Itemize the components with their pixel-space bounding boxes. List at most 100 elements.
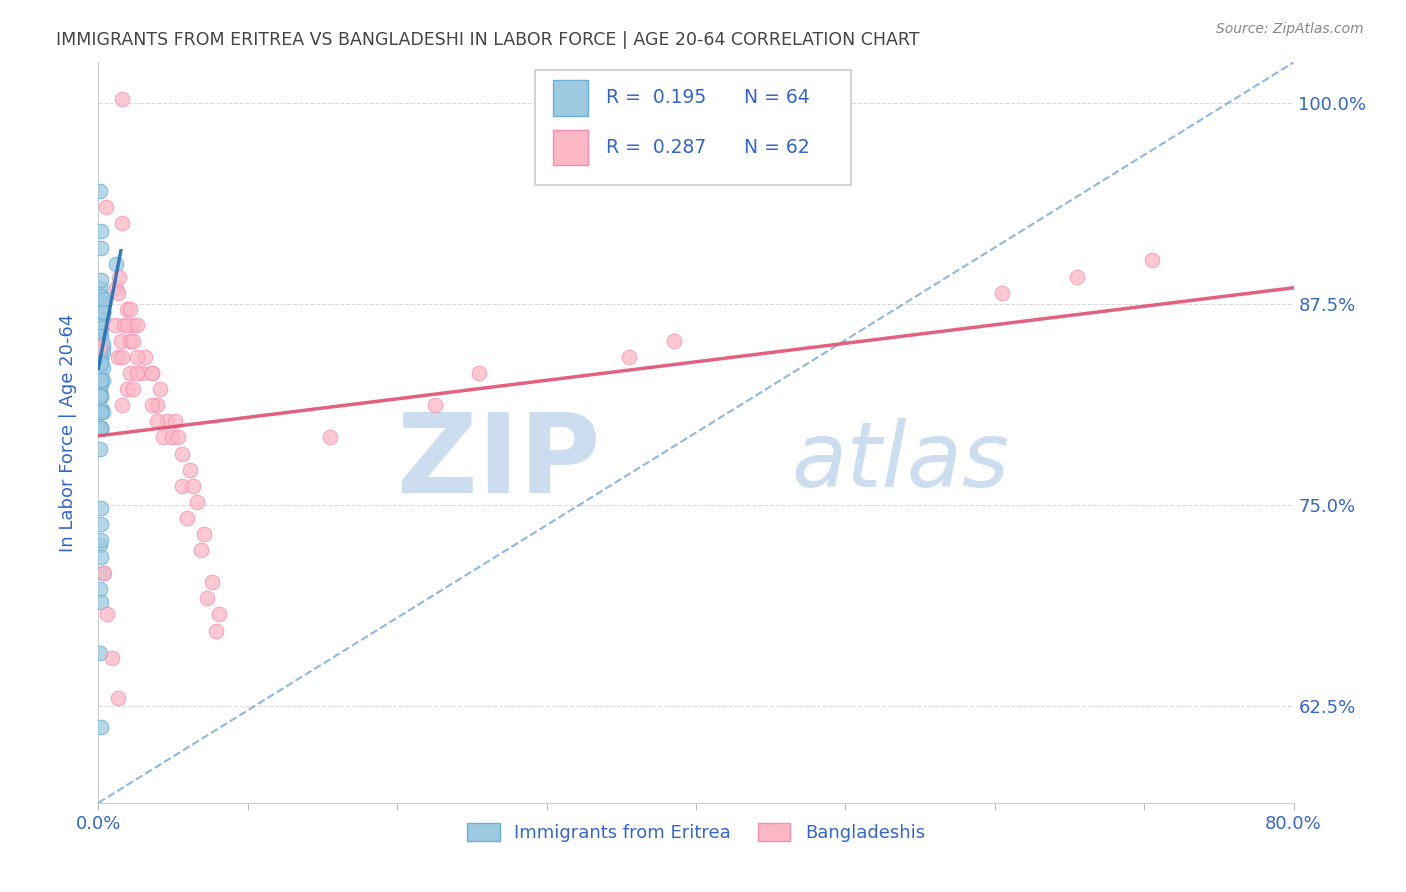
Point — [90, 421, 112, 435]
Point — [141, 398, 163, 412]
Point — [90, 372, 112, 386]
Point — [91, 337, 114, 351]
Point — [991, 285, 1014, 300]
Point — [201, 575, 224, 590]
Point — [134, 350, 156, 364]
Point — [319, 430, 342, 444]
Point — [90, 372, 112, 386]
Point — [90, 594, 112, 608]
Point — [163, 414, 186, 428]
Point — [90, 377, 112, 392]
Point — [107, 691, 129, 706]
Point — [131, 366, 153, 380]
Point — [91, 566, 114, 580]
Point — [91, 405, 114, 419]
Point — [179, 462, 201, 476]
Point — [90, 720, 112, 734]
Point — [89, 329, 111, 343]
Point — [89, 361, 111, 376]
Point — [91, 305, 114, 319]
Point — [90, 313, 112, 327]
Point — [89, 184, 111, 198]
Point — [93, 292, 115, 306]
Point — [90, 353, 112, 368]
Point — [127, 366, 149, 380]
Point — [90, 549, 112, 564]
Point — [89, 442, 111, 456]
Point — [193, 527, 215, 541]
Point — [90, 356, 112, 370]
Point — [91, 361, 114, 376]
Point — [160, 430, 183, 444]
Point — [90, 356, 112, 370]
Point — [108, 269, 131, 284]
Point — [127, 318, 149, 332]
Point — [90, 321, 112, 335]
Point — [91, 372, 114, 386]
Point — [121, 382, 143, 396]
Point — [90, 318, 112, 332]
Text: atlas: atlas — [792, 418, 1010, 507]
Point — [145, 398, 167, 412]
Point — [90, 289, 112, 303]
Point — [112, 318, 135, 332]
Point — [93, 566, 115, 580]
Point — [90, 517, 112, 532]
FancyBboxPatch shape — [534, 70, 852, 185]
Point — [89, 405, 111, 419]
Bar — [553, 80, 589, 116]
Point — [90, 421, 112, 435]
Point — [111, 398, 134, 412]
Point — [141, 366, 163, 380]
Point — [186, 495, 208, 509]
Point — [90, 533, 112, 548]
Point — [91, 305, 114, 319]
Point — [172, 479, 194, 493]
Point — [152, 430, 174, 444]
Point — [90, 421, 112, 435]
Point — [89, 372, 111, 386]
Point — [93, 297, 115, 311]
Point — [111, 216, 134, 230]
Point — [156, 414, 179, 428]
Point — [96, 607, 118, 622]
Point — [423, 398, 446, 412]
Point — [149, 382, 172, 396]
Point — [90, 321, 112, 335]
Point — [91, 289, 114, 303]
Point — [121, 318, 143, 332]
Point — [89, 340, 111, 354]
Point — [208, 607, 231, 622]
Text: R =  0.287: R = 0.287 — [606, 138, 707, 157]
Point — [115, 301, 138, 316]
Point — [110, 334, 132, 348]
Point — [172, 446, 194, 460]
Point — [141, 366, 163, 380]
Point — [91, 345, 114, 359]
Point — [104, 318, 127, 332]
Point — [145, 414, 167, 428]
Point — [91, 313, 114, 327]
Point — [105, 281, 128, 295]
Point — [90, 297, 112, 311]
Point — [90, 388, 112, 402]
Point — [90, 356, 112, 370]
Point — [91, 305, 114, 319]
Point — [181, 479, 204, 493]
Y-axis label: In Labor Force | Age 20-64: In Labor Force | Age 20-64 — [59, 313, 77, 552]
Point — [90, 405, 112, 419]
Point — [121, 334, 143, 348]
Point — [90, 401, 112, 416]
Point — [90, 501, 112, 516]
Point — [89, 329, 111, 343]
Point — [90, 377, 112, 392]
Point — [1066, 269, 1088, 284]
Point — [89, 582, 111, 596]
Bar — [553, 130, 589, 165]
Point — [205, 624, 228, 638]
Point — [107, 350, 129, 364]
Point — [89, 385, 111, 400]
Point — [90, 240, 112, 254]
Point — [617, 350, 640, 364]
Point — [127, 350, 149, 364]
